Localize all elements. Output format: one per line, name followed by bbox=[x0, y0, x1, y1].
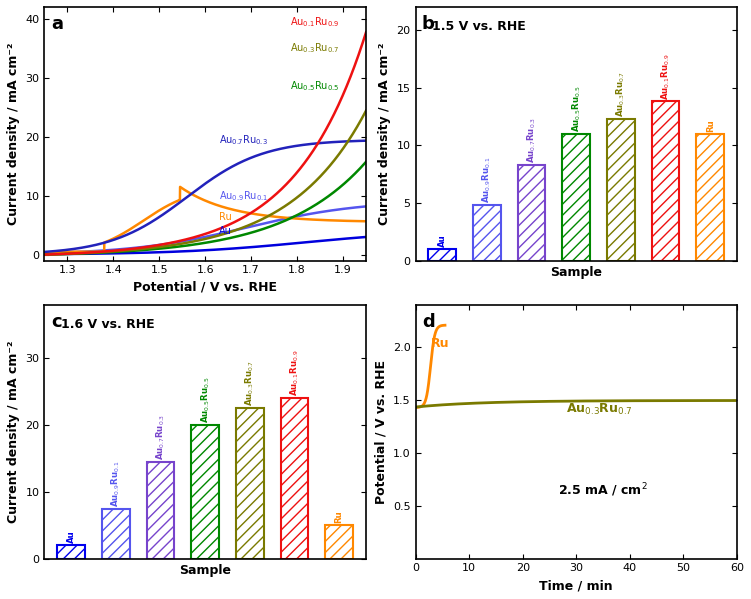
Text: Au$_{0.5}$Ru$_{0.5}$: Au$_{0.5}$Ru$_{0.5}$ bbox=[570, 85, 583, 132]
Text: Au$_{0.1}$Ru$_{0.9}$: Au$_{0.1}$Ru$_{0.9}$ bbox=[288, 350, 301, 397]
Y-axis label: Current density / mA cm⁻²: Current density / mA cm⁻² bbox=[7, 43, 20, 225]
Text: Au$_{0.5}$Ru$_{0.5}$: Au$_{0.5}$Ru$_{0.5}$ bbox=[290, 80, 339, 93]
Text: Au$_{0.9}$Ru$_{0.1}$: Au$_{0.9}$Ru$_{0.1}$ bbox=[219, 189, 268, 202]
Text: b: b bbox=[422, 14, 435, 32]
Text: Au$_{0.3}$Ru$_{0.7}$: Au$_{0.3}$Ru$_{0.7}$ bbox=[615, 71, 627, 117]
Text: Au: Au bbox=[67, 531, 76, 543]
Bar bbox=[281, 398, 309, 559]
Text: Au$_{0.3}$Ru$_{0.7}$: Au$_{0.3}$Ru$_{0.7}$ bbox=[290, 41, 339, 55]
Text: c: c bbox=[51, 313, 62, 331]
Text: Ru: Ru bbox=[219, 213, 232, 222]
Text: Au$_{0.5}$Ru$_{0.5}$: Au$_{0.5}$Ru$_{0.5}$ bbox=[199, 377, 212, 423]
Bar bbox=[102, 509, 130, 559]
Text: Ru: Ru bbox=[706, 119, 715, 132]
Text: Au: Au bbox=[219, 226, 232, 236]
Text: Au$_{0.7}$Ru$_{0.3}$: Au$_{0.7}$Ru$_{0.3}$ bbox=[526, 117, 538, 163]
Text: 2.5 mA / cm$^2$: 2.5 mA / cm$^2$ bbox=[558, 481, 648, 499]
Text: Ru: Ru bbox=[430, 337, 449, 350]
Text: Ru: Ru bbox=[335, 510, 344, 524]
Bar bbox=[696, 134, 724, 261]
Text: a: a bbox=[51, 14, 63, 32]
X-axis label: Sample: Sample bbox=[179, 564, 231, 577]
X-axis label: Sample: Sample bbox=[550, 266, 602, 279]
Bar bbox=[192, 425, 219, 559]
Bar bbox=[325, 525, 353, 559]
Bar bbox=[652, 101, 680, 261]
Y-axis label: Current density / mA cm⁻²: Current density / mA cm⁻² bbox=[7, 341, 20, 523]
Y-axis label: Potential / V vs. RHE: Potential / V vs. RHE bbox=[374, 360, 388, 504]
X-axis label: Time / min: Time / min bbox=[539, 579, 613, 592]
Y-axis label: Current density / mA cm⁻²: Current density / mA cm⁻² bbox=[378, 43, 391, 225]
Bar bbox=[473, 205, 501, 261]
Text: Au$_{0.3}$Ru$_{0.7}$: Au$_{0.3}$Ru$_{0.7}$ bbox=[243, 360, 256, 407]
Bar bbox=[562, 134, 590, 261]
Text: d: d bbox=[422, 313, 435, 331]
Text: Au$_{0.1}$Ru$_{0.9}$: Au$_{0.1}$Ru$_{0.9}$ bbox=[659, 53, 672, 99]
Text: Au$_{0.3}$Ru$_{0.7}$: Au$_{0.3}$Ru$_{0.7}$ bbox=[566, 402, 632, 417]
Text: Au$_{0.1}$Ru$_{0.9}$: Au$_{0.1}$Ru$_{0.9}$ bbox=[290, 15, 339, 29]
Bar bbox=[57, 545, 85, 559]
X-axis label: Potential / V vs. RHE: Potential / V vs. RHE bbox=[133, 281, 277, 294]
Text: Au$_{0.7}$Ru$_{0.3}$: Au$_{0.7}$Ru$_{0.3}$ bbox=[155, 414, 167, 460]
Text: Au$_{0.9}$Ru$_{0.1}$: Au$_{0.9}$Ru$_{0.1}$ bbox=[110, 460, 122, 507]
Bar bbox=[236, 409, 264, 559]
Bar bbox=[146, 462, 174, 559]
Bar bbox=[429, 249, 456, 261]
Text: Au: Au bbox=[438, 235, 447, 247]
Text: Au$_{0.7}$Ru$_{0.3}$: Au$_{0.7}$Ru$_{0.3}$ bbox=[219, 133, 268, 147]
Bar bbox=[607, 119, 635, 261]
Text: 1.5 V vs. RHE: 1.5 V vs. RHE bbox=[432, 20, 526, 32]
Text: Au$_{0.9}$Ru$_{0.1}$: Au$_{0.9}$Ru$_{0.1}$ bbox=[481, 157, 493, 204]
Text: 1.6 V vs. RHE: 1.6 V vs. RHE bbox=[61, 317, 154, 331]
Bar bbox=[517, 165, 545, 261]
